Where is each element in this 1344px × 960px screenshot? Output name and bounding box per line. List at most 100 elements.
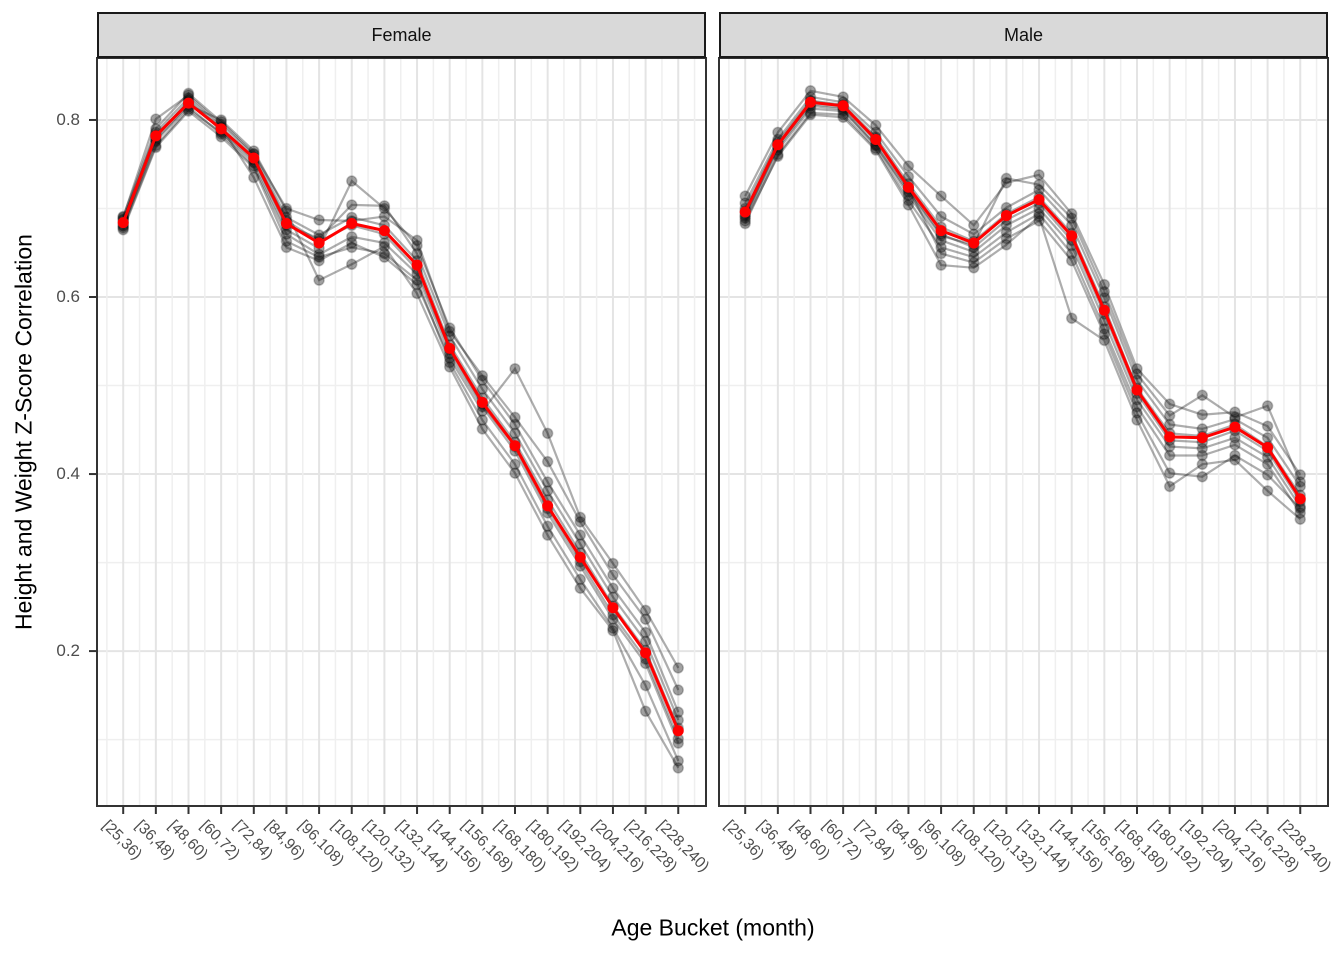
individual-series-point: [968, 251, 980, 263]
mean-series-point: [1131, 384, 1143, 396]
mean-series-point: [805, 96, 816, 108]
facet-label-female: Female: [371, 24, 432, 45]
individual-series-point: [1163, 418, 1176, 431]
individual-series-line: [744, 102, 1302, 503]
mean-series-point: [1196, 432, 1208, 444]
mean-series-point: [1229, 421, 1241, 433]
mean-series-point: [150, 130, 162, 142]
individual-series-point: [1065, 208, 1078, 220]
individual-series-point: [1131, 401, 1143, 413]
individual-series-point: [411, 239, 423, 252]
individual-series-point: [378, 202, 391, 215]
individual-series-point: [378, 237, 391, 249]
individual-series-point: [1294, 502, 1306, 515]
individual-series-point: [870, 119, 882, 132]
individual-series-point: [1261, 420, 1274, 432]
mean-series-line: [121, 101, 680, 732]
individual-series-point: [541, 520, 554, 533]
mean-series-point: [935, 225, 947, 237]
individual-series-point: [1163, 398, 1176, 410]
individual-series-point: [804, 107, 817, 119]
individual-series-point: [1033, 210, 1045, 223]
individual-series-point: [672, 684, 684, 696]
individual-series-point: [411, 247, 423, 260]
individual-series-point: [1065, 312, 1078, 325]
individual-series-point: [346, 175, 358, 187]
mean-series-point: [346, 218, 358, 230]
individual-series-point: [1294, 469, 1306, 481]
mean-series-point: [378, 225, 390, 237]
individual-series-point: [280, 228, 293, 240]
individual-series-point: [639, 604, 652, 617]
mean-series-point: [672, 725, 684, 737]
individual-series-point: [541, 455, 554, 468]
individual-series-point: [1196, 458, 1209, 471]
individual-series-point: [739, 217, 751, 230]
individual-series-point: [150, 113, 162, 125]
individual-series-point: [607, 591, 619, 603]
individual-series-line: [744, 89, 1302, 476]
individual-series-point: [935, 241, 947, 254]
individual-series-point: [313, 254, 325, 267]
facet-strip-female: Female: [97, 12, 706, 58]
individual-series-point: [935, 259, 947, 271]
individual-series-point: [1196, 442, 1209, 455]
individual-series-point: [280, 235, 293, 247]
mean-series-point: [248, 152, 260, 164]
individual-series-point: [378, 200, 391, 212]
individual-series-line: [122, 93, 680, 729]
individual-series-point: [1261, 469, 1274, 481]
individual-series-point: [607, 582, 619, 594]
individual-series-point: [313, 214, 325, 226]
y-tick-label: 0.8: [56, 110, 80, 129]
individual-series-point: [346, 199, 358, 211]
individual-series-point: [476, 423, 489, 435]
individual-series-point: [411, 278, 423, 291]
individual-series-point: [346, 258, 358, 271]
individual-series-point: [411, 287, 423, 300]
mean-series-point: [968, 237, 980, 249]
individual-series-point: [1294, 507, 1306, 519]
panel-female: [96, 57, 707, 814]
individual-series-point: [607, 569, 619, 581]
individual-series-line: [744, 107, 1302, 508]
individual-series-point: [1065, 219, 1078, 232]
individual-series-line: [744, 104, 1302, 483]
individual-series-point: [968, 256, 980, 269]
individual-series-line: [122, 91, 680, 691]
individual-series-point: [672, 755, 684, 767]
individual-series-point: [443, 322, 456, 334]
individual-series-point: [672, 762, 684, 774]
individual-series-point: [509, 427, 521, 440]
individual-series-point: [509, 467, 521, 479]
individual-series-point: [1131, 362, 1143, 375]
individual-series-point: [313, 274, 325, 286]
individual-series-point: [541, 485, 554, 497]
mean-series-point: [509, 440, 521, 452]
individual-series-point: [1163, 467, 1176, 479]
individual-series-point: [1000, 172, 1013, 185]
individual-series-point: [182, 87, 195, 100]
individual-series-point: [1294, 513, 1306, 525]
individual-series-point: [1196, 470, 1209, 483]
x-axis-title: Age Bucket (month): [611, 914, 815, 941]
individual-series-point: [1065, 254, 1078, 267]
individual-series-point: [574, 511, 587, 524]
individual-series-point: [1098, 328, 1111, 340]
individual-series-point: [574, 582, 587, 594]
mean-series-point: [902, 181, 914, 193]
individual-series-point: [1033, 178, 1045, 191]
individual-series-point: [902, 160, 915, 172]
individual-series-point: [639, 626, 652, 639]
individual-series-point: [541, 529, 554, 541]
mean-series-point: [837, 100, 849, 112]
individual-series-point: [443, 361, 456, 373]
individual-series-point: [346, 237, 358, 249]
individual-series-point: [672, 706, 684, 718]
mean-series-point: [1164, 431, 1176, 443]
individual-series-point: [313, 248, 325, 261]
individual-series-point: [574, 538, 587, 550]
individual-series-point: [1261, 458, 1274, 471]
individual-series-point: [804, 85, 817, 97]
